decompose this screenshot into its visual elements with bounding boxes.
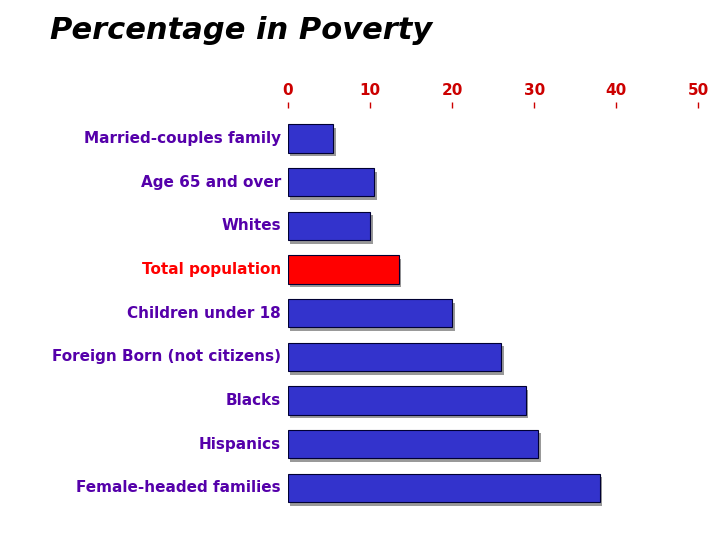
Bar bbox=[290, 346, 504, 375]
Bar bbox=[288, 168, 374, 197]
Text: Female-headed families: Female-headed families bbox=[76, 481, 281, 495]
Bar bbox=[288, 212, 370, 240]
Bar bbox=[288, 124, 333, 153]
Bar bbox=[288, 343, 501, 371]
Text: Foreign Born (not citizens): Foreign Born (not citizens) bbox=[52, 349, 281, 364]
Text: Age 65 and over: Age 65 and over bbox=[140, 175, 281, 190]
Bar bbox=[288, 386, 526, 415]
Bar bbox=[290, 259, 401, 287]
Bar bbox=[288, 255, 399, 284]
Text: Percentage in Poverty: Percentage in Poverty bbox=[50, 16, 433, 45]
Text: Blacks: Blacks bbox=[225, 393, 281, 408]
Text: Total population: Total population bbox=[142, 262, 281, 277]
Bar bbox=[290, 215, 372, 244]
Text: Hispanics: Hispanics bbox=[199, 437, 281, 451]
Bar bbox=[290, 390, 528, 418]
Bar bbox=[290, 128, 336, 156]
Bar bbox=[288, 299, 452, 327]
Text: Children under 18: Children under 18 bbox=[127, 306, 281, 321]
Bar bbox=[290, 302, 454, 331]
Text: Whites: Whites bbox=[221, 218, 281, 233]
Bar bbox=[288, 474, 600, 502]
Bar bbox=[290, 434, 541, 462]
Bar bbox=[288, 430, 539, 458]
Bar bbox=[290, 172, 377, 200]
Bar bbox=[290, 477, 603, 505]
Text: Married-couples family: Married-couples family bbox=[84, 131, 281, 146]
